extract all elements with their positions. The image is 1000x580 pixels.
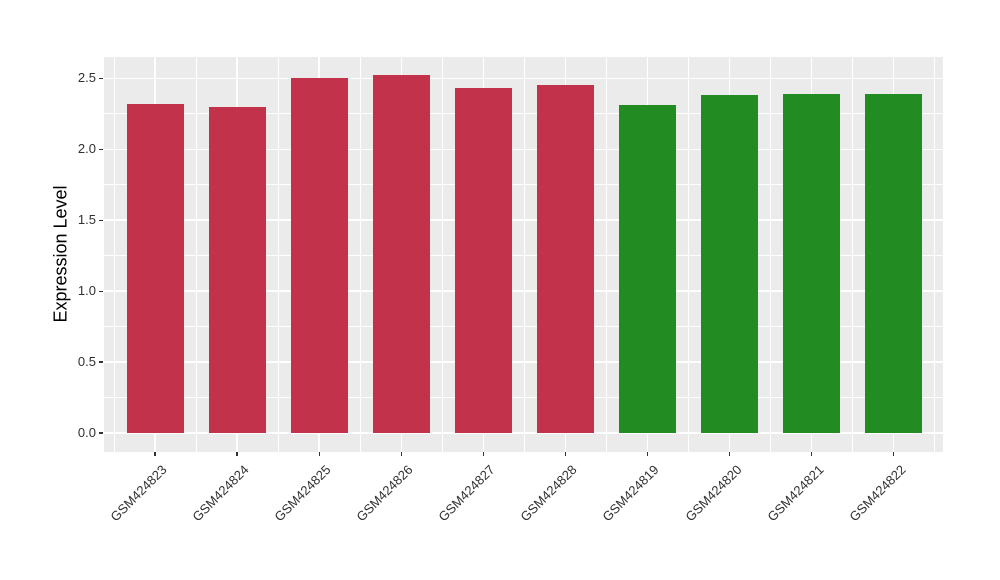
gridline-h-major (104, 290, 943, 292)
y-tick-label: 2.5 (77, 70, 96, 86)
y-tick-mark (99, 77, 103, 79)
x-tick-label: GSM424826 (353, 462, 416, 525)
gridline-v-minor (113, 57, 115, 452)
y-tick-mark (99, 219, 103, 221)
y-tick-label: 1.5 (77, 212, 96, 228)
gridline-h-minor (104, 326, 943, 327)
x-tick-mark (236, 452, 238, 456)
bar-GSM424824 (208, 106, 266, 433)
gridline-v-minor (441, 57, 443, 452)
x-tick-mark (318, 452, 320, 456)
x-tick-mark (482, 452, 484, 456)
gridline-v-minor (852, 57, 854, 452)
bar-GSM424827 (454, 88, 512, 433)
gridline-h-major (104, 148, 943, 150)
gridline-v-minor (606, 57, 607, 452)
x-tick-label: GSM424824 (189, 462, 252, 525)
gridline-v-minor (524, 57, 525, 452)
gridline-v-minor (277, 57, 279, 452)
y-tick-mark (99, 290, 103, 292)
gridline-h-minor (104, 184, 943, 185)
gridline-v-minor (195, 57, 197, 452)
y-tick-mark (99, 148, 103, 150)
bar-GSM424820 (701, 95, 759, 433)
x-tick-label: GSM424828 (517, 462, 580, 525)
x-tick-mark (154, 452, 156, 456)
y-tick-label: 0.5 (77, 354, 96, 370)
plot-panel (104, 57, 943, 452)
x-tick-mark (564, 452, 566, 456)
bar-GSM424822 (865, 93, 923, 433)
gridline-h-major (104, 219, 943, 221)
y-tick-label: 0.0 (77, 425, 96, 440)
gridline-h-minor (104, 255, 943, 256)
gridline-v-minor (688, 57, 689, 452)
gridline-v-minor (934, 57, 936, 452)
gridline-h-major (104, 77, 943, 79)
gridline-h-minor (104, 113, 943, 115)
x-tick-mark (646, 452, 649, 456)
bar-GSM424826 (372, 75, 430, 433)
x-tick-mark (728, 452, 731, 456)
x-tick-mark (400, 452, 402, 456)
x-tick-mark (811, 452, 813, 456)
y-tick-label: 1.0 (77, 283, 96, 299)
gridline-v-minor (359, 57, 361, 452)
gridline-v-minor (770, 57, 771, 452)
y-axis-title: Expression Level (50, 185, 71, 323)
bar-GSM424821 (783, 93, 841, 433)
x-tick-mark (893, 452, 895, 456)
bar-GSM424823 (126, 103, 184, 433)
x-tick-label: GSM424821 (764, 462, 827, 525)
gridline-h-major (104, 432, 943, 434)
x-tick-label: GSM424820 (681, 462, 745, 525)
x-tick-label: GSM424825 (271, 462, 334, 525)
y-tick-mark (99, 361, 103, 363)
bar-GSM424828 (536, 85, 594, 433)
x-tick-label: GSM424819 (599, 462, 663, 525)
bar-GSM424825 (290, 78, 348, 433)
bar-GSM424819 (618, 105, 676, 433)
gridline-h-major (104, 361, 943, 363)
x-tick-label: GSM424823 (107, 462, 170, 525)
x-tick-label: GSM424822 (846, 462, 909, 525)
gridline-h-minor (104, 397, 943, 398)
x-tick-label: GSM424827 (435, 462, 498, 525)
y-tick-mark (99, 432, 103, 434)
y-tick-label: 2.0 (77, 141, 96, 157)
